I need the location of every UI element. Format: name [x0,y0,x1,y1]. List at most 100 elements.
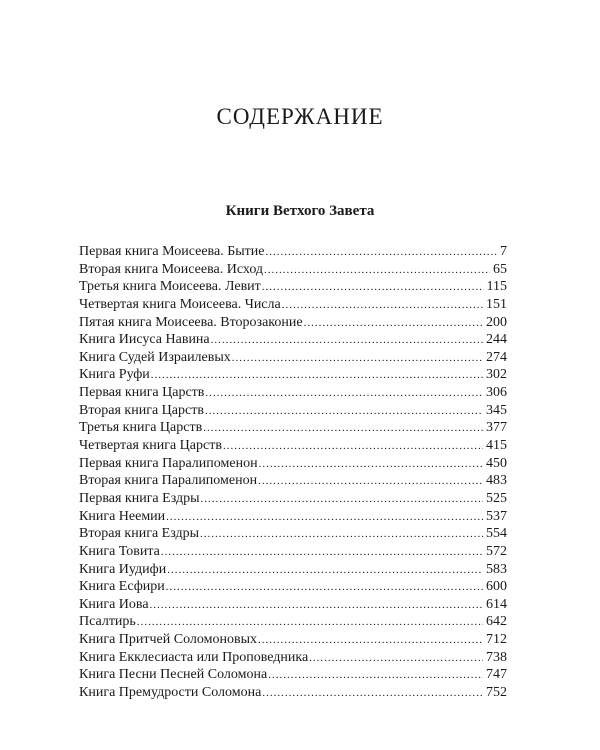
dot-leader [309,650,483,667]
dot-leader [211,332,483,349]
toc-entry-title: Книга Притчей Соломоновых [79,632,257,648]
dot-leader [304,315,483,332]
toc-entry-title: Книга Есфири [79,579,165,595]
toc-entry-page: 642 [486,614,507,630]
toc-entry-title: Книга Товита [79,543,160,559]
dot-leader [282,297,483,314]
toc-entry-page: 151 [486,296,507,312]
toc-entry[interactable]: Книга Притчей Соломоновых 712 [79,631,507,649]
toc-entry[interactable]: Книга Товита 572 [79,543,507,561]
dot-leader [205,385,483,402]
toc-entry[interactable]: Вторая книга Царств 345 [79,402,507,420]
dot-leader [223,438,483,455]
toc-entry-page: 7 [500,244,507,259]
toc-entry[interactable]: Книга Судей Израилевых 274 [79,349,507,367]
toc-entry[interactable]: Первая книга Моисеева. Бытие 7 [79,243,507,261]
toc-entry[interactable]: Псалтирь 642 [79,613,507,631]
toc-entry-title: Первая книга Царств [79,385,205,401]
toc-entry[interactable]: Четвертая книга Царств 415 [79,437,507,455]
toc-entry-page: 415 [486,438,507,454]
toc-entry[interactable]: Книга Премудрости Соломона 752 [79,684,507,702]
toc-entry-page: 345 [486,402,507,418]
toc-entry-page: 747 [486,667,507,683]
dot-leader [258,632,483,649]
toc-entry-title: Третья книга Царств [79,420,203,436]
toc-entry[interactable]: Книга Иисуса Навина 244 [79,331,507,349]
toc-entry[interactable]: Пятая книга Моисеева. Второзаконие 200 [79,314,507,332]
toc-entry-page: 752 [486,685,507,701]
toc-entry[interactable]: Вторая книга Ездры 554 [79,525,507,543]
toc-entry-page: 115 [486,279,507,295]
dot-leader [150,597,483,614]
toc-entry-page: 483 [486,473,507,489]
toc-entry-title: Вторая книга Паралипоменон [79,473,258,489]
toc-entry-page: 65 [493,261,507,277]
toc-entry[interactable]: Третья книга Царств 377 [79,419,507,437]
toc-entry-title: Книга Неемии [79,508,166,524]
dot-leader [166,579,483,596]
toc-entry-title: Книга Премудрости Соломона [79,685,262,701]
toc-entry-title: Книга Песни Песней Соломона [79,667,268,683]
dot-leader [137,614,483,631]
dot-leader [258,473,483,490]
toc-entry-title: Первая книга Ездры [79,490,200,506]
toc-entry[interactable]: Книга Песни Песней Соломона 747 [79,666,507,684]
section-heading: Книги Ветхого Завета [225,203,375,219]
dot-leader [200,526,483,543]
toc-entry-title: Книга Руфи [79,367,150,383]
toc-entry-title: Четвертая книга Моисеева. Числа [79,296,281,312]
toc-entry[interactable]: Книга Екклесиаста или Проповедника 738 [79,649,507,667]
dot-leader [151,367,483,384]
toc-entry[interactable]: Первая книга Паралипоменон 450 [79,455,507,473]
toc-entry-title: Книга Екклесиаста или Проповедника [79,649,309,665]
toc-entry-title: Третья книга Моисеева. Левит [79,279,261,295]
toc-entry[interactable]: Книга Иудифи 583 [79,561,507,579]
toc-entry-title: Книга Иудифи [79,561,167,577]
toc-entry-title: Первая книга Моисеева. Бытие [79,244,265,259]
toc-entry-page: 306 [486,385,507,401]
toc-entry-page: 244 [486,332,507,348]
toc-entry[interactable]: Первая книга Царств 306 [79,384,507,402]
toc-entry-page: 200 [486,314,507,330]
toc-entry-title: Книга Судей Израилевых [79,349,231,365]
toc-entry-page: 377 [486,420,507,436]
toc-entry-title: Книга Иова [79,596,149,612]
toc-entry[interactable]: Четвертая книга Моисеева. Числа 151 [79,296,507,314]
toc-entry-page: 525 [486,490,507,506]
toc-entry[interactable]: Книга Есфири 600 [79,578,507,596]
toc-entry-page: 583 [486,561,507,577]
toc-entry[interactable]: Вторая книга Моисеева. Исход 65 [79,261,507,279]
dot-leader [201,491,483,508]
page-title: СОДЕРЖАНИЕ [216,104,384,129]
toc-entry[interactable]: Книга Неемии 537 [79,508,507,526]
dot-leader [262,685,483,702]
toc-entry-title: Вторая книга Царств [79,402,204,418]
toc-entry-page: 537 [486,508,507,524]
dot-leader [259,456,483,473]
toc-entry[interactable]: Книга Иова 614 [79,596,507,614]
toc-entry[interactable]: Первая книга Ездры 525 [79,490,507,508]
toc-entry-page: 302 [486,367,507,383]
dot-leader [161,544,483,561]
toc-entry-title: Вторая книга Моисеева. Исход [79,261,264,277]
toc-entry-page: 600 [486,579,507,595]
dot-leader [264,262,490,279]
dot-leader [265,244,497,261]
toc-entry[interactable]: Вторая книга Паралипоменон 483 [79,472,507,490]
dot-leader [167,562,483,579]
toc-entry[interactable]: Книга Руфи 302 [79,366,507,384]
dot-leader [166,509,483,526]
toc-entry-page: 712 [486,632,507,648]
toc-entry-page: 614 [486,596,507,612]
dot-leader [262,279,484,296]
toc-entry-title: Четвертая книга Царств [79,438,222,454]
toc-entry-title: Псалтирь [79,614,136,630]
dot-leader [205,403,483,420]
toc-entry-page: 554 [486,526,507,542]
toc-entry-page: 274 [486,349,507,365]
toc-entry[interactable]: Третья книга Моисеева. Левит 115 [79,278,507,296]
dot-leader [232,350,483,367]
toc-entry-title: Книга Иисуса Навина [79,332,210,348]
toc-entry-page: 738 [486,649,507,665]
toc-entry-page: 572 [486,543,507,559]
